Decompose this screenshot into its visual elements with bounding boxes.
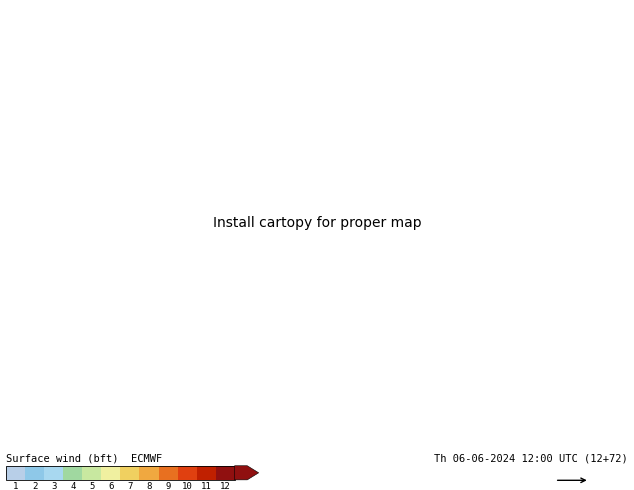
Text: 9: 9 bbox=[165, 482, 171, 490]
Bar bbox=[178, 466, 197, 480]
Bar bbox=[197, 466, 216, 480]
Text: 11: 11 bbox=[201, 482, 211, 490]
Bar bbox=[6, 466, 25, 480]
Bar bbox=[158, 466, 178, 480]
Text: 10: 10 bbox=[182, 482, 192, 490]
Bar bbox=[82, 466, 101, 480]
Text: 12: 12 bbox=[220, 482, 230, 490]
Text: 2: 2 bbox=[32, 482, 37, 490]
Bar bbox=[6, 466, 235, 480]
Text: 7: 7 bbox=[127, 482, 133, 490]
Text: 8: 8 bbox=[146, 482, 152, 490]
Text: Surface wind (bft)  ECMWF: Surface wind (bft) ECMWF bbox=[6, 454, 162, 464]
FancyArrow shape bbox=[235, 466, 259, 480]
Text: 1: 1 bbox=[13, 482, 18, 490]
Text: 6: 6 bbox=[108, 482, 113, 490]
Bar bbox=[139, 466, 158, 480]
Text: 3: 3 bbox=[51, 482, 56, 490]
Text: Install cartopy for proper map: Install cartopy for proper map bbox=[212, 216, 422, 230]
Text: 5: 5 bbox=[89, 482, 94, 490]
Bar bbox=[63, 466, 82, 480]
Bar bbox=[44, 466, 63, 480]
Text: Th 06-06-2024 12:00 UTC (12+72): Th 06-06-2024 12:00 UTC (12+72) bbox=[434, 454, 628, 464]
Bar bbox=[25, 466, 44, 480]
Text: 4: 4 bbox=[70, 482, 75, 490]
Bar bbox=[101, 466, 120, 480]
Bar bbox=[120, 466, 139, 480]
Bar bbox=[216, 466, 235, 480]
